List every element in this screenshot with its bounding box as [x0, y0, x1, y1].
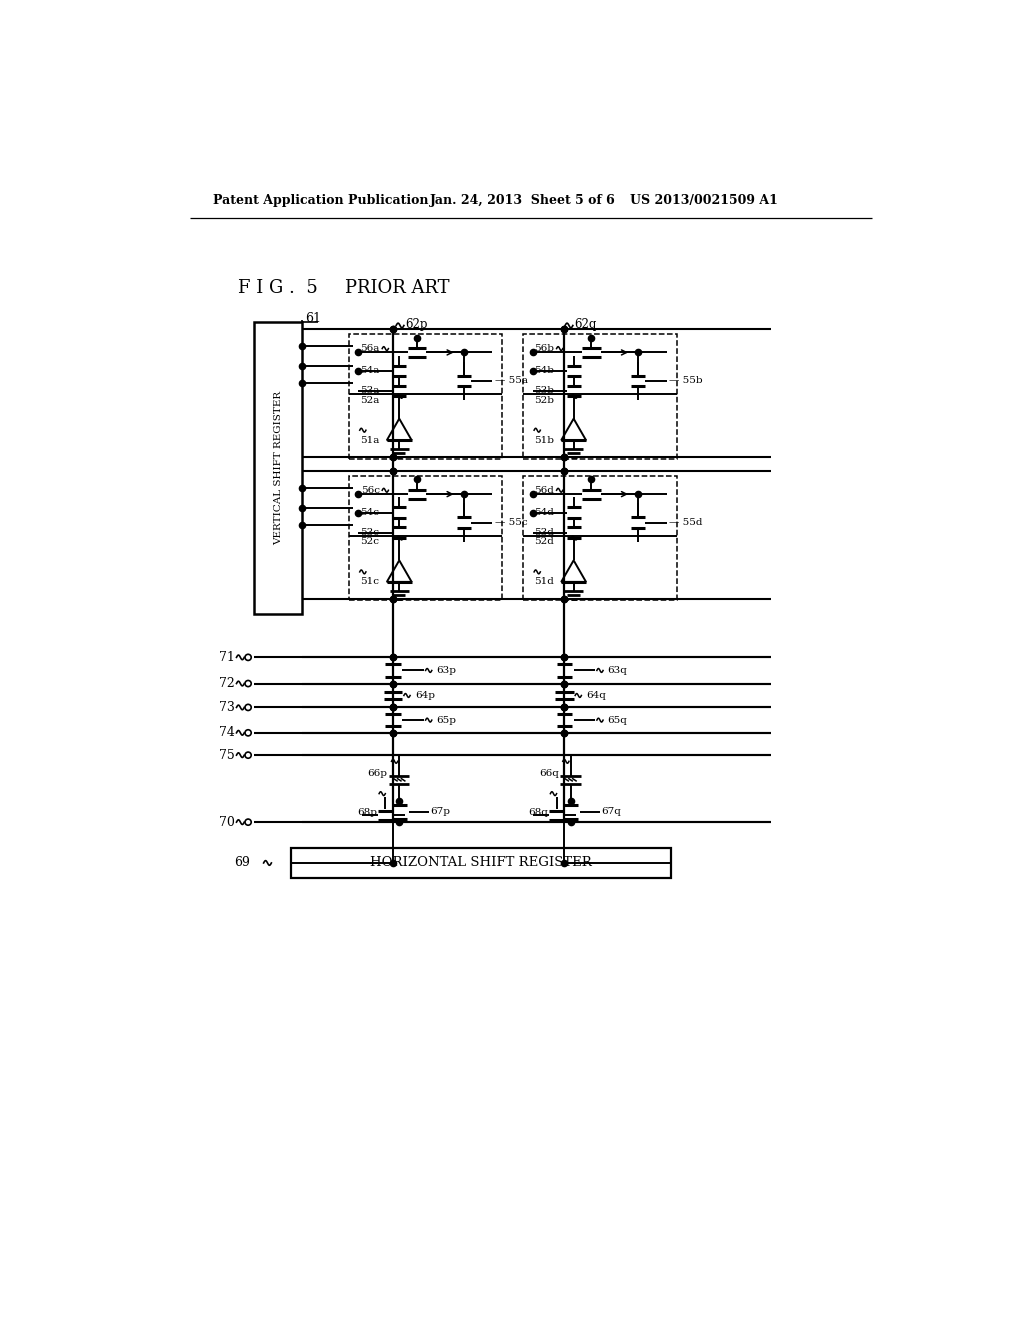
Bar — [291, 847, 671, 878]
Text: 54c: 54c — [359, 508, 379, 517]
Bar — [349, 475, 503, 601]
Text: 54b: 54b — [535, 367, 554, 375]
Text: PRIOR ART: PRIOR ART — [345, 279, 450, 297]
Text: 74: 74 — [219, 726, 236, 739]
Text: 53b: 53b — [535, 387, 554, 396]
Bar — [523, 334, 677, 459]
Text: HORIZONTAL SHIFT REGISTER: HORIZONTAL SHIFT REGISTER — [370, 857, 592, 870]
Text: — 55b: — 55b — [669, 376, 702, 385]
Text: 67q: 67q — [601, 808, 622, 816]
Text: 51a: 51a — [359, 436, 379, 445]
Text: F I G .  5: F I G . 5 — [238, 279, 317, 297]
Text: 65p: 65p — [436, 715, 457, 725]
Text: 56b: 56b — [535, 345, 554, 352]
Text: 52b: 52b — [535, 396, 554, 405]
Text: 64p: 64p — [415, 690, 435, 700]
Text: 56c: 56c — [360, 486, 380, 495]
Text: 53d: 53d — [535, 528, 554, 537]
Text: 67p: 67p — [430, 808, 451, 816]
Text: 63p: 63p — [436, 667, 457, 675]
Text: 52a: 52a — [359, 396, 379, 405]
Text: 56a: 56a — [360, 345, 380, 352]
Text: 71: 71 — [219, 651, 236, 664]
Text: US 2013/0021509 A1: US 2013/0021509 A1 — [630, 194, 778, 207]
Text: 66p: 66p — [368, 770, 387, 777]
Bar — [523, 475, 677, 601]
Text: — 55c: — 55c — [495, 519, 527, 527]
Text: 62q: 62q — [574, 318, 597, 331]
Text: 52c: 52c — [359, 537, 379, 546]
Text: 61: 61 — [305, 312, 321, 325]
Text: 54a: 54a — [359, 367, 379, 375]
Text: — 55a: — 55a — [495, 376, 527, 385]
Text: 72: 72 — [219, 677, 236, 690]
Text: 75: 75 — [219, 748, 236, 762]
Text: Jan. 24, 2013  Sheet 5 of 6: Jan. 24, 2013 Sheet 5 of 6 — [430, 194, 616, 207]
Text: Patent Application Publication: Patent Application Publication — [213, 194, 429, 207]
Text: 52d: 52d — [535, 537, 554, 546]
Bar — [254, 322, 302, 614]
Text: 73: 73 — [219, 701, 236, 714]
Text: 51c: 51c — [359, 577, 379, 586]
Text: 63q: 63q — [607, 667, 628, 675]
Text: 68q: 68q — [528, 808, 549, 817]
Bar — [349, 334, 503, 459]
Text: 66q: 66q — [539, 770, 559, 777]
Text: 56d: 56d — [535, 486, 554, 495]
Text: 51d: 51d — [535, 577, 554, 586]
Text: 64q: 64q — [586, 690, 606, 700]
Text: 65q: 65q — [607, 715, 628, 725]
Text: — 55d: — 55d — [669, 519, 702, 527]
Text: 70: 70 — [219, 816, 236, 829]
Text: 51b: 51b — [535, 436, 554, 445]
Text: 53c: 53c — [359, 528, 379, 537]
Text: 68p: 68p — [357, 808, 378, 817]
Text: 54d: 54d — [535, 508, 554, 517]
Text: VERTICAL SHIFT REGISTER: VERTICAL SHIFT REGISTER — [273, 391, 283, 545]
Text: 62p: 62p — [406, 318, 428, 331]
Text: 69: 69 — [234, 857, 251, 870]
Text: 53a: 53a — [359, 387, 379, 396]
